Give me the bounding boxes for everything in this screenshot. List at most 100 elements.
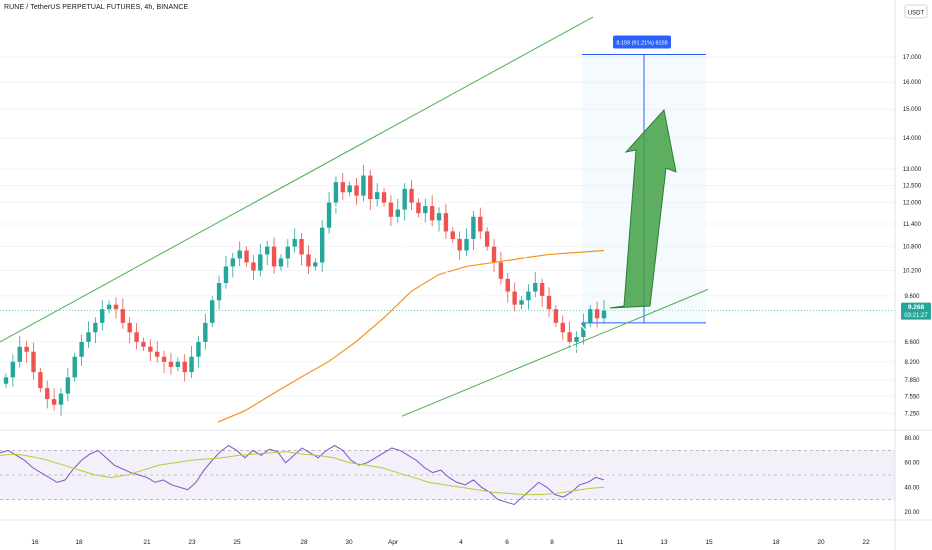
- candle: [182, 361, 187, 373]
- price-tick-label: 12.000: [903, 201, 922, 207]
- candle: [17, 346, 22, 362]
- candle: [594, 309, 600, 319]
- moving-average-line: [217, 249, 605, 423]
- lower-channel-line: [401, 288, 709, 417]
- time-tick-label: 20: [817, 539, 825, 546]
- candle: [230, 258, 236, 267]
- candle: [512, 291, 517, 305]
- time-tick-label: 28: [300, 539, 308, 546]
- candle: [271, 246, 277, 267]
- candle: [65, 377, 71, 394]
- time-tick-label: 21: [143, 539, 151, 546]
- candle: [354, 185, 359, 196]
- candle: [368, 175, 373, 200]
- candle: [546, 295, 552, 310]
- rsi-guides: [0, 450, 895, 500]
- candle: [292, 238, 297, 247]
- price-tick-label: 10.800: [903, 245, 922, 251]
- candle: [86, 332, 91, 342]
- candle: [38, 372, 43, 389]
- candle: [51, 399, 57, 405]
- rsi-tick-label: 40.00: [904, 485, 920, 491]
- time-tick-label: Apr: [388, 539, 399, 546]
- candle: [567, 332, 572, 342]
- candle: [491, 246, 497, 263]
- candle: [409, 188, 414, 203]
- candle: [216, 283, 222, 301]
- candle: [134, 332, 139, 342]
- candle: [210, 300, 215, 323]
- candle: [148, 346, 153, 352]
- wedge-upper-line: [433, 146, 590, 336]
- upper-channel-line: [0, 16, 594, 343]
- candle: [326, 202, 332, 228]
- candle: [402, 188, 407, 210]
- candle: [93, 322, 98, 333]
- candle: [313, 262, 318, 267]
- candle: [478, 216, 483, 232]
- price-tick-label: 16.000: [903, 80, 922, 86]
- candle: [161, 356, 167, 362]
- price-tick-label: 7.850: [904, 378, 920, 384]
- candle: [395, 209, 400, 217]
- candle: [251, 262, 256, 271]
- candle: [244, 250, 249, 263]
- candle: [505, 278, 510, 292]
- candle: [484, 231, 490, 247]
- candle: [443, 213, 449, 232]
- candle: [457, 238, 462, 251]
- price-tick-label: 10.200: [903, 269, 922, 275]
- candles: [3, 164, 607, 416]
- grid-lines: [0, 56, 895, 414]
- time-tick-label: 4: [459, 539, 463, 546]
- price-tick-label: 8.600: [904, 340, 920, 346]
- rsi-tick-label: 60.00: [904, 461, 920, 467]
- time-tick-label: 23: [188, 539, 196, 546]
- time-tick-label: 30: [345, 539, 353, 546]
- time-tick-label: 8: [550, 539, 554, 546]
- rsi-tick-label: 80.00: [904, 436, 920, 442]
- last-price-countdown: 03:21:27: [904, 313, 928, 319]
- candle: [299, 238, 304, 255]
- candle: [24, 346, 29, 352]
- currency-label: USDT: [904, 4, 928, 19]
- time-tick-label: 18: [772, 539, 780, 546]
- time-tick-label: 13: [660, 539, 668, 546]
- candle: [361, 175, 366, 196]
- price-tick-label: 9.600: [904, 294, 920, 300]
- measure-label: 8.159 (91.21%) 8159: [616, 40, 667, 46]
- candle: [79, 341, 84, 357]
- candle: [278, 258, 284, 267]
- trendline-drawings: [0, 16, 709, 417]
- candle: [347, 185, 352, 193]
- rsi-line: [0, 444, 605, 506]
- candle: [464, 238, 469, 251]
- candle: [106, 304, 112, 310]
- candle: [388, 202, 394, 217]
- price-tick-label: 11.400: [903, 222, 922, 228]
- candle: [581, 322, 586, 338]
- price-tick-label: 8.200: [904, 360, 920, 366]
- time-axis: 16 18 21 23 25 28 30 Apr 4 6 8 11 13 15 18 20 22: [31, 539, 870, 546]
- measure-label-box: [613, 35, 671, 49]
- last-price-label: 9.268 03:21:27: [901, 302, 931, 320]
- price-tick-label: 7.550: [904, 394, 920, 400]
- candle: [333, 182, 339, 203]
- candle: [155, 351, 160, 357]
- candle: [519, 300, 524, 305]
- candle: [10, 361, 16, 378]
- candle: [3, 377, 9, 384]
- candle: [72, 356, 77, 378]
- price-tick-label: 14.000: [903, 136, 922, 142]
- candle: [141, 341, 146, 347]
- rsi-axis: 80.00 60.00 40.00 20.00: [904, 436, 920, 516]
- candle: [560, 322, 565, 333]
- time-tick-label: 15: [705, 539, 713, 546]
- time-tick-label: 25: [233, 539, 241, 546]
- chart-title: RUNE / TetherUS PERPETUAL FUTURES, 4h, B…: [4, 4, 189, 11]
- wedge-lower-line: [333, 205, 579, 350]
- time-tick-label: 16: [31, 539, 39, 546]
- time-tick-label: 18: [75, 539, 83, 546]
- candle: [381, 192, 387, 203]
